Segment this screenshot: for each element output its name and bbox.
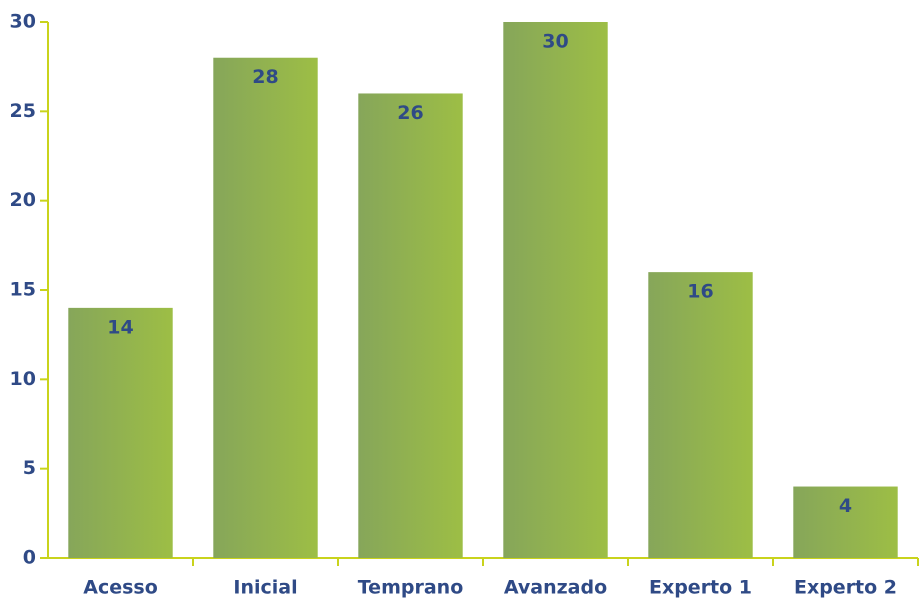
value-label: 28 (252, 66, 278, 88)
y-tick-label: 5 (23, 457, 36, 479)
x-tick-label: Avanzado (504, 577, 607, 599)
y-tick-label: 10 (10, 368, 36, 390)
value-label: 4 (839, 495, 852, 517)
value-label: 26 (397, 102, 423, 124)
bar (793, 486, 898, 558)
bar (68, 307, 173, 558)
x-tick-label: Experto 2 (794, 577, 897, 599)
x-tick-label: Acesso (83, 577, 158, 599)
x-tick-label: Inicial (233, 577, 297, 599)
bar (358, 93, 463, 558)
x-tick-label: Temprano (358, 577, 464, 599)
bar (648, 272, 753, 558)
y-tick-label: 20 (10, 189, 36, 211)
y-tick-label: 30 (10, 11, 36, 33)
y-tick-label: 25 (10, 100, 36, 122)
x-tick-label: Experto 1 (649, 577, 752, 599)
y-tick-label: 0 (23, 547, 36, 569)
bar (213, 57, 318, 558)
value-label: 16 (687, 281, 713, 303)
bar (503, 22, 608, 558)
value-label: 14 (107, 316, 133, 338)
y-tick-label: 15 (10, 279, 36, 301)
value-label: 30 (542, 31, 568, 53)
